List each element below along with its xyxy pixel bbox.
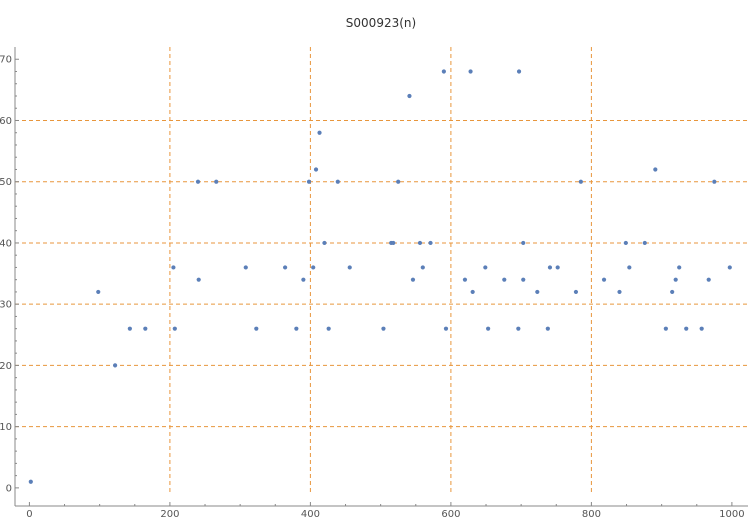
data-point xyxy=(443,326,449,331)
data-point xyxy=(113,363,118,368)
data-points xyxy=(28,69,732,484)
data-point xyxy=(417,240,423,246)
data-point xyxy=(547,265,553,270)
data-point xyxy=(617,289,622,295)
data-point xyxy=(294,326,299,331)
data-point xyxy=(311,265,316,270)
axes xyxy=(14,47,748,507)
data-point xyxy=(306,179,312,184)
x-tick-label: 800 xyxy=(582,509,601,520)
data-point xyxy=(195,179,201,184)
data-point xyxy=(470,289,475,295)
data-point xyxy=(521,277,526,282)
y-tick-label: 10 xyxy=(0,422,12,433)
data-point xyxy=(521,240,526,246)
data-point xyxy=(706,277,711,282)
data-point xyxy=(172,326,177,331)
x-tick-label: 400 xyxy=(301,509,320,520)
data-point xyxy=(391,240,396,246)
x-tick-label: 600 xyxy=(441,509,460,520)
y-tick-label: 50 xyxy=(0,177,12,188)
data-point xyxy=(420,265,425,270)
data-point xyxy=(516,69,522,74)
chart-title: S000923(n) xyxy=(346,16,416,30)
data-point xyxy=(381,326,386,331)
data-point xyxy=(326,326,331,331)
data-point xyxy=(143,326,148,331)
data-point xyxy=(486,326,491,331)
data-point xyxy=(670,289,675,295)
data-point xyxy=(627,265,632,270)
data-point xyxy=(322,240,327,246)
data-point xyxy=(96,289,101,295)
data-point xyxy=(468,69,473,74)
data-point xyxy=(301,277,306,282)
data-point xyxy=(254,326,259,331)
data-point xyxy=(578,179,583,184)
y-tick-label: 30 xyxy=(0,300,12,311)
y-tick-label: 60 xyxy=(0,116,12,127)
data-point xyxy=(313,167,319,172)
data-point xyxy=(535,289,540,295)
data-point xyxy=(428,240,433,246)
data-point xyxy=(28,479,33,484)
data-point xyxy=(502,277,507,282)
data-point xyxy=(642,240,647,246)
data-point xyxy=(410,277,416,282)
y-tick-label: 20 xyxy=(0,361,12,372)
data-point xyxy=(347,265,352,270)
data-point xyxy=(653,167,658,172)
data-point xyxy=(407,93,412,99)
x-tick-label: 1000 xyxy=(719,509,744,520)
data-point xyxy=(127,326,132,331)
data-point xyxy=(684,326,689,331)
y-tick-label: 40 xyxy=(0,238,12,249)
y-tick-label: 70 xyxy=(0,55,12,66)
data-point xyxy=(545,326,550,331)
data-point xyxy=(171,265,176,270)
data-point xyxy=(673,277,678,282)
data-point xyxy=(555,265,560,270)
data-point xyxy=(441,69,446,74)
data-point xyxy=(727,265,732,270)
x-tick-label: 0 xyxy=(26,509,32,520)
data-point xyxy=(712,179,717,184)
data-point xyxy=(573,289,579,295)
data-point xyxy=(283,265,288,270)
data-point xyxy=(516,326,521,331)
y-tick-label: 0 xyxy=(6,483,12,494)
data-point xyxy=(396,179,401,184)
data-point xyxy=(214,179,219,184)
grid-lines xyxy=(15,47,748,494)
data-point xyxy=(462,277,468,282)
tick-labels: 0 200 400 600 800 1000 0 10 20 30 40 50 60 70 xyxy=(0,55,745,520)
x-tick-label: 200 xyxy=(160,509,179,520)
data-point xyxy=(663,326,668,331)
data-point xyxy=(335,179,340,184)
data-point xyxy=(196,277,201,282)
data-point xyxy=(243,265,248,270)
data-point xyxy=(677,265,682,270)
data-point xyxy=(601,277,607,282)
data-point xyxy=(623,240,628,246)
data-point xyxy=(317,130,322,135)
data-point xyxy=(483,265,488,270)
data-point xyxy=(699,326,704,331)
